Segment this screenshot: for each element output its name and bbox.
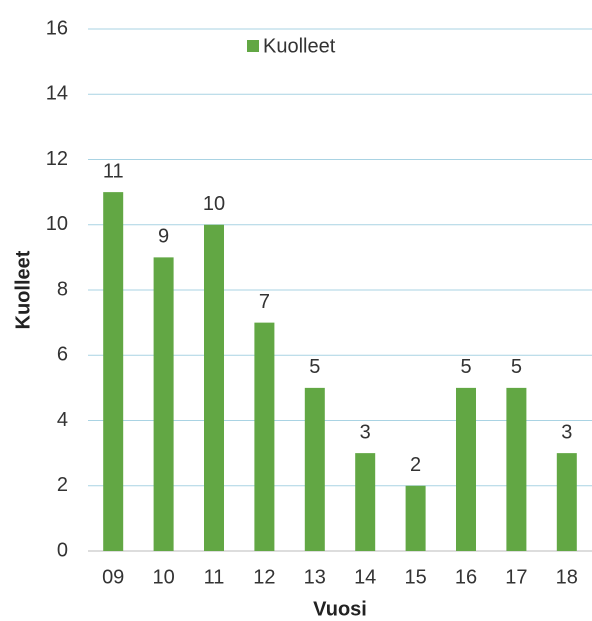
bar bbox=[556, 453, 577, 551]
y-tick-label: 4 bbox=[57, 409, 68, 431]
legend-swatch bbox=[247, 40, 259, 52]
x-tick-label: 12 bbox=[253, 566, 275, 588]
y-tick-label: 6 bbox=[57, 344, 68, 366]
data-label: 5 bbox=[460, 356, 471, 378]
data-label: 11 bbox=[103, 160, 124, 182]
bar bbox=[153, 257, 174, 551]
data-label: 3 bbox=[360, 421, 371, 443]
x-tick-label: 09 bbox=[102, 566, 124, 588]
bar bbox=[405, 485, 426, 551]
x-tick-label: 16 bbox=[455, 566, 477, 588]
bar bbox=[506, 387, 527, 551]
x-tick-label: 15 bbox=[404, 566, 426, 588]
x-tick-label: 17 bbox=[505, 566, 527, 588]
data-label: 10 bbox=[203, 193, 225, 215]
x-tick-label: 10 bbox=[152, 566, 174, 588]
bar bbox=[456, 387, 476, 551]
y-axis-title: Kuolleet bbox=[12, 250, 34, 329]
x-tick-label: 18 bbox=[556, 566, 578, 588]
x-tick-label: 14 bbox=[354, 566, 376, 588]
data-label: 5 bbox=[511, 356, 522, 378]
data-label: 7 bbox=[259, 291, 270, 313]
x-tick-label: 13 bbox=[304, 566, 326, 588]
data-label: 9 bbox=[158, 226, 169, 248]
y-tick-label: 0 bbox=[57, 539, 68, 561]
y-tick-label: 14 bbox=[46, 83, 68, 105]
y-tick-label: 16 bbox=[46, 17, 68, 39]
y-tick-label: 2 bbox=[57, 474, 68, 496]
y-tick-label: 12 bbox=[46, 148, 68, 170]
data-label: 3 bbox=[561, 421, 572, 443]
bar bbox=[355, 453, 376, 551]
bar bbox=[204, 224, 224, 551]
data-label: 5 bbox=[309, 356, 320, 378]
legend-label: Kuolleet bbox=[263, 35, 336, 57]
bar bbox=[254, 322, 275, 551]
bar bbox=[103, 192, 124, 551]
x-axis-title: Vuosi bbox=[313, 598, 367, 620]
data-label: 2 bbox=[410, 454, 421, 476]
y-tick-label: 8 bbox=[57, 278, 68, 300]
y-tick-label: 10 bbox=[46, 213, 68, 235]
bar bbox=[304, 387, 325, 551]
x-tick-label: 11 bbox=[204, 566, 225, 588]
